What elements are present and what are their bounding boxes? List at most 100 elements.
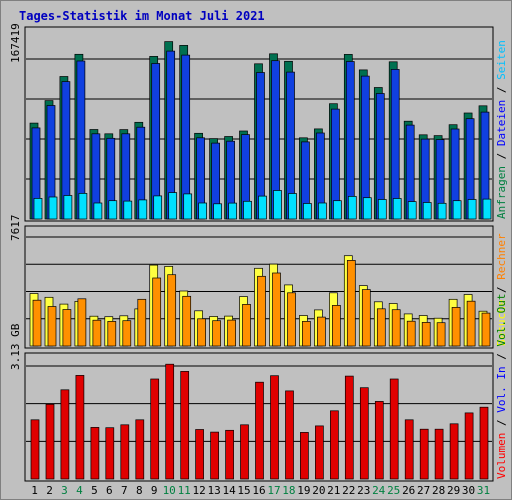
legend-bottom: Volumen / Vol. In / Vol. Out xyxy=(495,294,508,479)
bar-rechner-7 xyxy=(122,320,132,347)
bar-volumen-5 xyxy=(90,427,100,480)
panel-bottom: 3.13 GB Volumen / Vol. In / Vol. Out xyxy=(9,294,508,482)
x-tick-label-14: 14 xyxy=(222,484,236,497)
bar-rechner-16 xyxy=(257,275,266,347)
legend-entry: Besuche xyxy=(495,300,508,346)
bar-rechner-3 xyxy=(62,309,72,347)
legend-space xyxy=(495,347,508,354)
legend-separator: / xyxy=(495,280,508,300)
bar-volumen-20 xyxy=(315,425,324,480)
x-tick-label-6: 6 xyxy=(106,484,113,497)
bar-dateien-22 xyxy=(345,61,355,220)
bar-seiten-22 xyxy=(347,196,357,220)
x-tick-label-29: 29 xyxy=(447,484,460,497)
bar-rechner-1 xyxy=(32,299,42,347)
bar-rechner-10 xyxy=(167,274,177,347)
legend-entry: / xyxy=(495,419,508,426)
bar-seiten-4 xyxy=(78,193,88,220)
bar-seiten-20 xyxy=(318,202,327,220)
bar-volumen-8 xyxy=(135,419,145,480)
bar-volumen-24 xyxy=(374,401,384,480)
x-tick-label-27: 27 xyxy=(417,484,430,497)
bar-volumen-22 xyxy=(344,375,354,480)
bar-volumen-7 xyxy=(120,424,130,480)
x-tick-label-22: 22 xyxy=(342,484,355,497)
legend-entry: Vol. In xyxy=(495,366,508,412)
legend-entry: Rechner xyxy=(495,233,508,280)
bar-seiten-27 xyxy=(422,202,432,220)
bar-seiten-21 xyxy=(333,200,342,220)
bar-volumen-3 xyxy=(60,389,70,480)
bar-seiten-12 xyxy=(198,202,207,220)
bar-rechner-18 xyxy=(287,292,296,347)
bar-seiten-14 xyxy=(228,202,237,220)
bar-volumen-29 xyxy=(449,423,459,480)
legend-entry: Volumen xyxy=(495,433,508,479)
y-max-label: 167419 xyxy=(9,23,22,63)
bar-seiten-17 xyxy=(273,190,282,220)
bar-volumen-28 xyxy=(434,428,444,480)
bar-rechner-20 xyxy=(317,316,326,347)
bar-seiten-6 xyxy=(108,200,118,220)
legend-entry: Vol. Out xyxy=(495,294,508,347)
bar-seiten-15 xyxy=(243,200,252,220)
bar-volumen-17 xyxy=(270,375,279,480)
legend-separator: / xyxy=(495,146,508,166)
bar-rechner-29 xyxy=(451,307,461,347)
x-tick-label-9: 9 xyxy=(151,484,158,497)
bar-seiten-30 xyxy=(467,199,477,220)
x-tick-label-25: 25 xyxy=(387,484,400,497)
bar-seiten-11 xyxy=(183,193,193,220)
bar-seiten-10 xyxy=(168,192,178,220)
legend-separator: / xyxy=(495,80,508,100)
bar-rechner-12 xyxy=(197,318,206,347)
x-tick-label-15: 15 xyxy=(237,484,250,497)
bar-seiten-5 xyxy=(93,202,103,220)
bar-volumen-27 xyxy=(419,428,429,480)
x-tick-label-20: 20 xyxy=(312,484,325,497)
bar-volumen-15 xyxy=(240,424,249,480)
bar-volumen-12 xyxy=(195,429,204,480)
bar-rechner-5 xyxy=(92,319,102,347)
bar-seiten-19 xyxy=(303,203,312,220)
bar-rechner-27 xyxy=(421,322,431,347)
y-max-label: 7617 xyxy=(9,215,22,242)
bar-volumen-10 xyxy=(165,363,175,480)
bar-seiten-26 xyxy=(407,201,417,220)
bar-rechner-19 xyxy=(302,321,311,347)
x-tick-label-5: 5 xyxy=(91,484,98,497)
bar-volumen-2 xyxy=(45,403,55,480)
bar-seiten-7 xyxy=(123,200,133,220)
legend-space xyxy=(495,360,508,367)
bar-rechner-22 xyxy=(346,260,356,347)
bar-seiten-18 xyxy=(288,193,297,220)
bar-volumen-13 xyxy=(210,431,219,480)
x-tick-label-19: 19 xyxy=(297,484,310,497)
bar-seiten-9 xyxy=(153,195,163,220)
legend-entry: Anfragen xyxy=(495,166,508,219)
bar-rechner-23 xyxy=(361,289,371,347)
bar-seiten-23 xyxy=(362,197,372,220)
bar-seiten-24 xyxy=(377,199,387,220)
bar-rechner-2 xyxy=(47,306,57,347)
x-tick-label-26: 26 xyxy=(402,484,415,497)
bar-volumen-4 xyxy=(75,375,85,480)
legend-entry: Dateien xyxy=(495,100,508,146)
bar-rechner-24 xyxy=(376,308,386,347)
bar-rechner-25 xyxy=(391,309,401,347)
x-tick-label-17: 17 xyxy=(267,484,280,497)
x-tick-label-10: 10 xyxy=(163,484,176,497)
chart-title: Tages-Statistik im Monat Juli 2021 xyxy=(19,9,265,23)
bar-volumen-19 xyxy=(300,432,309,480)
legend-entry: / xyxy=(495,353,508,360)
bar-dateien-25 xyxy=(390,69,400,220)
bar-seiten-3 xyxy=(63,195,73,220)
bar-rechner-6 xyxy=(107,321,117,347)
bar-rechner-9 xyxy=(152,277,162,347)
bar-volumen-1 xyxy=(30,419,40,480)
legend-entry: Seiten xyxy=(495,40,508,80)
bar-seiten-28 xyxy=(437,202,447,220)
bar-rechner-17 xyxy=(272,272,281,347)
bar-seiten-13 xyxy=(213,203,222,220)
